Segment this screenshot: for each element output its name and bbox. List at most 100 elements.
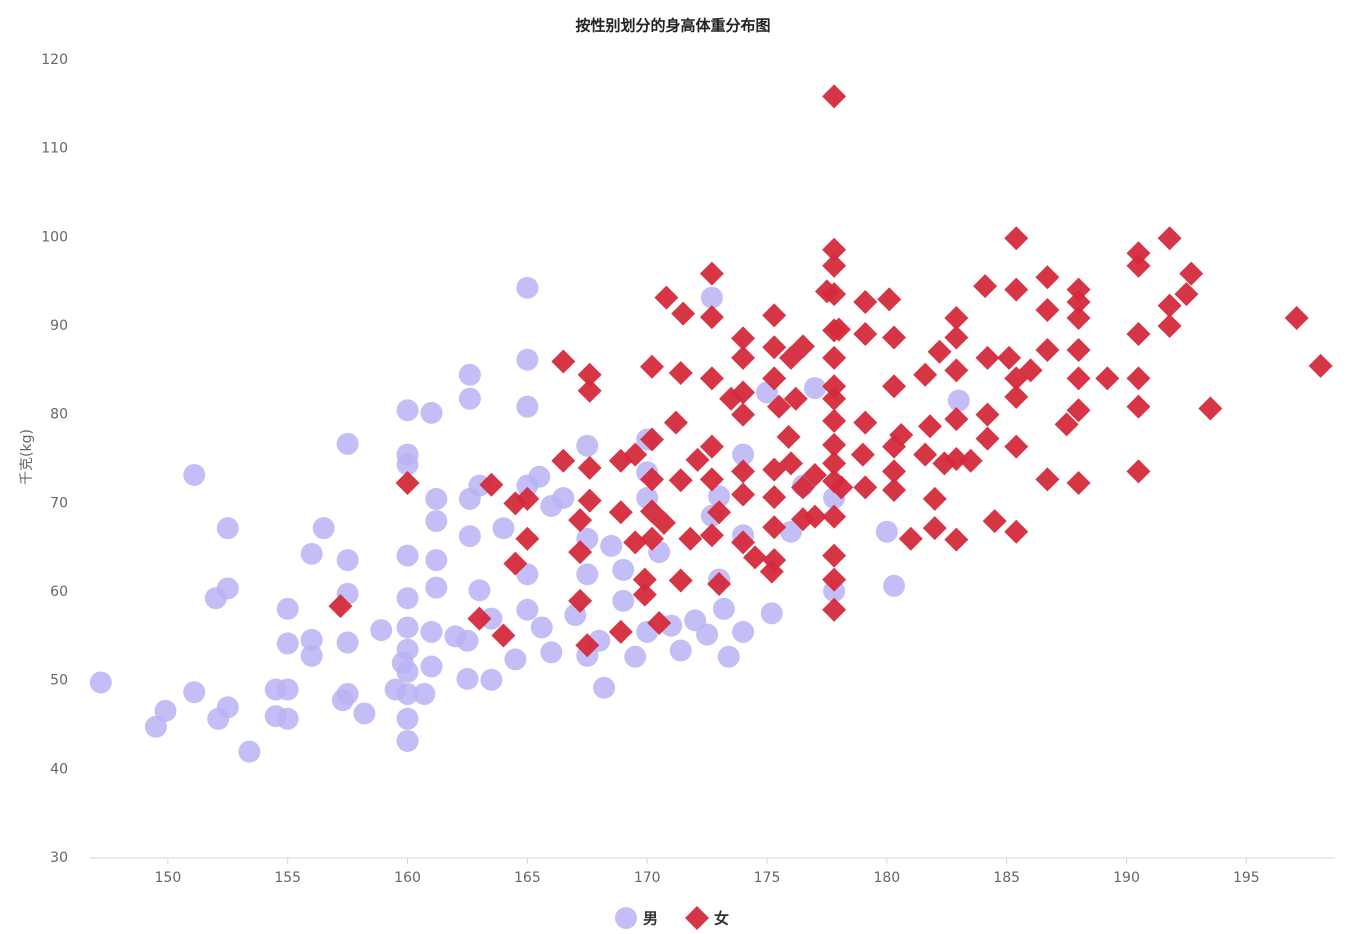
diamond-point xyxy=(1066,277,1091,302)
legend-label: 女 xyxy=(714,910,729,928)
circle-point xyxy=(396,707,419,730)
diamond-point xyxy=(829,475,854,500)
diamond-point xyxy=(853,290,878,315)
circle-point xyxy=(154,699,177,722)
diamond-point xyxy=(1198,396,1223,421)
circle-point xyxy=(144,715,167,738)
diamond-point xyxy=(515,526,540,551)
circle-point xyxy=(396,660,419,683)
diamond-point xyxy=(882,374,907,399)
diamond-point xyxy=(743,545,768,570)
legend-marker xyxy=(685,906,709,930)
diamond-point xyxy=(685,447,710,472)
legend-label: 男 xyxy=(643,910,658,928)
y-tick-label: 100 xyxy=(41,229,68,245)
circle-point xyxy=(336,682,359,705)
diamond-point xyxy=(822,282,847,307)
diamond-point xyxy=(1308,353,1333,378)
diamond-point xyxy=(668,468,693,493)
diamond-point xyxy=(1066,398,1091,423)
circle-point xyxy=(396,399,419,422)
diamond-point xyxy=(731,345,756,370)
x-tick-label: 170 xyxy=(634,870,661,886)
diamond-point xyxy=(822,504,847,529)
diamond-point xyxy=(1179,261,1204,286)
diamond-point xyxy=(671,301,696,326)
diamond-point xyxy=(1157,226,1182,251)
circle-point xyxy=(413,682,436,705)
circle-point xyxy=(456,667,479,690)
diamond-point xyxy=(882,459,907,484)
circle-point xyxy=(312,517,335,540)
diamond-point xyxy=(551,349,576,374)
diamond-point xyxy=(1174,282,1199,307)
diamond-point xyxy=(1004,434,1029,459)
diamond-point xyxy=(767,394,792,419)
diamond-point xyxy=(822,543,847,568)
circle-point xyxy=(883,574,906,597)
diamond-point xyxy=(997,345,1022,370)
diamond-point xyxy=(577,362,602,387)
diamond-point xyxy=(1066,337,1091,362)
diamond-point xyxy=(647,611,672,636)
diamond-point xyxy=(1004,519,1029,544)
circle-point xyxy=(700,286,723,309)
circle-point xyxy=(396,443,419,466)
diamond-point xyxy=(822,84,847,109)
diamond-point xyxy=(877,287,902,312)
diamond-point xyxy=(577,488,602,513)
circle-point xyxy=(396,587,419,610)
circle-point xyxy=(516,395,539,418)
circle-point xyxy=(396,616,419,639)
diamond-point xyxy=(822,451,847,476)
circle-point xyxy=(732,443,755,466)
diamond-point xyxy=(668,568,693,593)
diamond-point xyxy=(1126,366,1151,391)
circle-point xyxy=(396,638,419,661)
x-tick-label: 150 xyxy=(155,870,182,886)
diamond-point xyxy=(1054,412,1079,437)
y-tick-label: 50 xyxy=(50,673,68,689)
diamond-point xyxy=(568,540,593,565)
diamond-point xyxy=(802,462,827,487)
circle-point xyxy=(353,702,376,725)
diamond-point xyxy=(889,423,914,448)
diamond-point xyxy=(762,515,787,540)
circle-point xyxy=(803,377,826,400)
diamond-point xyxy=(822,567,847,592)
circle-point xyxy=(600,534,623,557)
circle-point xyxy=(300,542,323,565)
diamond-point xyxy=(577,378,602,403)
y-axis-title: 千克(kg) xyxy=(19,429,35,485)
diamond-point xyxy=(973,274,998,299)
circle-point xyxy=(336,631,359,654)
diamond-point xyxy=(778,451,803,476)
diamond-point xyxy=(822,432,847,457)
diamond-point xyxy=(1035,265,1060,290)
y-tick-label: 120 xyxy=(41,52,68,68)
y-tick-label: 90 xyxy=(50,318,68,334)
diamond-point xyxy=(1066,290,1091,315)
y-tick-label: 80 xyxy=(50,407,68,423)
diamond-point xyxy=(853,475,878,500)
y-tick-label: 110 xyxy=(41,141,68,157)
diamond-point xyxy=(1157,314,1182,338)
diamond-point xyxy=(1157,293,1182,318)
circle-point xyxy=(336,432,359,455)
diamond-point xyxy=(1004,226,1029,251)
circle-point xyxy=(458,525,481,548)
x-tick-label: 185 xyxy=(993,870,1020,886)
diamond-point xyxy=(917,414,942,439)
diamond-point xyxy=(853,321,878,346)
diamond-point xyxy=(1004,366,1029,391)
diamond-point xyxy=(975,345,1000,370)
circle-point xyxy=(760,602,783,625)
diamond-point xyxy=(568,588,593,613)
diamond-point xyxy=(927,339,952,364)
diamond-point xyxy=(1126,253,1151,278)
diamond-point xyxy=(826,317,851,342)
circle-point xyxy=(276,632,299,655)
diamond-point xyxy=(776,424,801,449)
circle-point xyxy=(712,597,735,620)
circle-point xyxy=(779,520,802,543)
